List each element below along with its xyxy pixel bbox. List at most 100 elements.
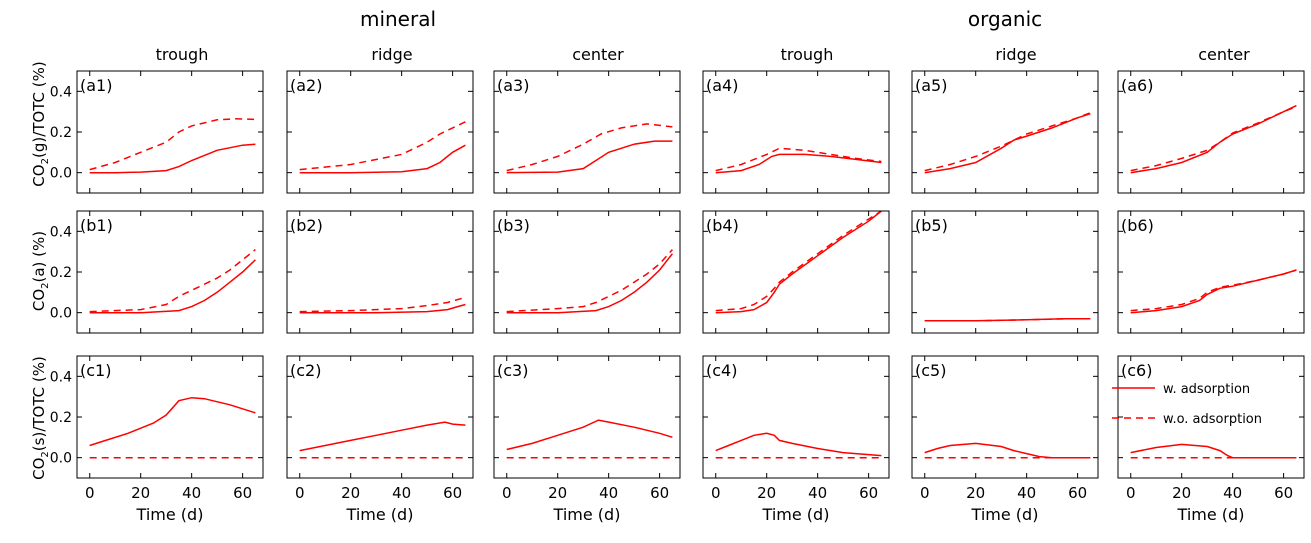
- legend-label-solid: w. adsorption: [1163, 382, 1250, 397]
- panel-a4: (a4): [702, 70, 890, 194]
- x-axis-label: Time (d): [762, 505, 830, 524]
- figure-titles: mineral organic trough ridge center trou…: [156, 7, 1251, 64]
- series-line-w-adsorption: [506, 140, 673, 174]
- series-line-w-adsorption: [1130, 104, 1297, 174]
- panel-b2: (b2): [286, 210, 474, 334]
- x-tick-label: 60: [650, 484, 669, 502]
- row-y-labels: CO2(g)/TOTC (%) CO2(a) (%) CO2(s)/TOTC (…: [30, 61, 51, 480]
- x-tick-label: 60: [1274, 484, 1293, 502]
- y-tick-label: 0.0: [50, 306, 72, 322]
- series-line-w-adsorption: [299, 144, 466, 174]
- x-axis-label: Time (d): [553, 505, 621, 524]
- series-line-w-adsorption: [299, 421, 466, 452]
- x-tick-label: 40: [1017, 484, 1036, 502]
- panel-label: (a3): [497, 76, 529, 95]
- panel-label: (c5): [915, 361, 946, 380]
- panel-frame: [286, 210, 474, 334]
- series-line-w-adsorption: [299, 303, 466, 314]
- x-tick-label: 60: [443, 484, 462, 502]
- panel-frame: [911, 355, 1099, 479]
- y-tick-label: 0.4: [50, 84, 72, 100]
- panel-c1: 0.0 0.2 0.4 0 20 40 60 (c1) Time (d): [50, 355, 264, 524]
- panel-b5: (b5): [911, 210, 1099, 334]
- row-ylabel-3: CO2(s)/TOTC (%): [30, 356, 51, 480]
- series-line-wo-adsorption: [1130, 269, 1297, 312]
- series-line-w-adsorption: [506, 419, 673, 451]
- series-line-wo-adsorption: [924, 112, 1091, 172]
- series-line-wo-adsorption: [89, 249, 256, 313]
- panel-label: (b1): [80, 216, 113, 235]
- series-line-wo-adsorption: [299, 121, 466, 171]
- panel-label: (c3): [497, 361, 528, 380]
- panel-frame: [702, 70, 890, 194]
- panel-a3: (a3): [493, 70, 681, 194]
- series-line-wo-adsorption: [1130, 105, 1297, 172]
- column-title-1: trough: [156, 45, 209, 64]
- panel-frame: [493, 210, 681, 334]
- series-line-wo-adsorption: [506, 249, 673, 313]
- x-tick-label: 60: [233, 484, 252, 502]
- panel-label: (c4): [706, 361, 737, 380]
- series-line-w-adsorption: [715, 432, 882, 457]
- series-line-wo-adsorption: [715, 211, 882, 312]
- x-tick-label: 40: [182, 484, 201, 502]
- x-tick-label: 40: [1223, 484, 1242, 502]
- column-title-2: ridge: [371, 45, 412, 64]
- panel-label: (b2): [290, 216, 323, 235]
- x-tick-label: 60: [1068, 484, 1087, 502]
- column-title-6: center: [1198, 45, 1250, 64]
- x-axis-label: Time (d): [346, 505, 414, 524]
- panel-c6: 0 20 40 60 (c6) Time (d): [1117, 355, 1305, 524]
- x-tick-label: 20: [757, 484, 776, 502]
- panel-label: (b4): [706, 216, 739, 235]
- panel-grid: 0.00.20.4 (a1) (a2) (a3) (a4) (a5) (a6)0.00.20…: [50, 70, 1305, 524]
- y-tick-label: 0.0: [50, 451, 72, 467]
- x-axis-label: Time (d): [1177, 505, 1245, 524]
- panel-b4: (b4): [702, 210, 890, 334]
- panel-label: (a4): [706, 76, 738, 95]
- y-tick-label: 0.4: [50, 224, 72, 240]
- panel-label: (a6): [1121, 76, 1153, 95]
- panel-frame: [76, 70, 264, 194]
- panel-label: (b3): [497, 216, 530, 235]
- panel-frame: [1117, 210, 1305, 334]
- panel-label: (b5): [915, 216, 948, 235]
- panel-c5: 0 20 40 60 (c5) Time (d): [911, 355, 1099, 524]
- x-tick-label: 0: [295, 484, 305, 502]
- panel-b6: (b6): [1117, 210, 1305, 334]
- panel-a5: (a5): [911, 70, 1099, 194]
- x-tick-label: 20: [131, 484, 150, 502]
- row-ylabel-1: CO2(g)/TOTC (%): [30, 61, 51, 186]
- column-title-3: center: [572, 45, 624, 64]
- series-line-w-adsorption: [715, 211, 882, 314]
- panel-label: (b6): [1121, 216, 1154, 235]
- x-tick-label: 60: [859, 484, 878, 502]
- panel-frame: [286, 70, 474, 194]
- series-line-wo-adsorption: [715, 147, 882, 172]
- series-line-w-adsorption: [1130, 269, 1297, 314]
- series-line-w-adsorption: [89, 396, 256, 447]
- panel-label: (a1): [80, 76, 112, 95]
- x-tick-label: 40: [808, 484, 827, 502]
- panel-label: (c2): [290, 361, 321, 380]
- series-line-wo-adsorption: [506, 123, 673, 172]
- series-line-w-adsorption: [924, 442, 1091, 459]
- series-line-w-adsorption: [1130, 443, 1297, 459]
- panel-label: (a2): [290, 76, 322, 95]
- panel-frame: [76, 210, 264, 334]
- x-tick-label: 20: [341, 484, 360, 502]
- panel-frame: [1117, 355, 1305, 479]
- x-tick-label: 0: [85, 484, 95, 502]
- series-line-w-adsorption: [89, 143, 256, 174]
- x-tick-label: 40: [599, 484, 618, 502]
- y-tick-label: 0.2: [50, 265, 72, 281]
- x-tick-label: 20: [966, 484, 985, 502]
- column-title-4: trough: [781, 45, 834, 64]
- y-tick-label: 0.4: [50, 369, 72, 385]
- panel-a1: 0.0 0.2 0.4 (a1): [50, 70, 264, 194]
- y-tick-label: 0.0: [50, 166, 72, 182]
- panel-label: (c6): [1121, 361, 1152, 380]
- panel-c3: 0 20 40 60 (c3) Time (d): [493, 355, 681, 524]
- series-line-w-adsorption: [89, 259, 256, 314]
